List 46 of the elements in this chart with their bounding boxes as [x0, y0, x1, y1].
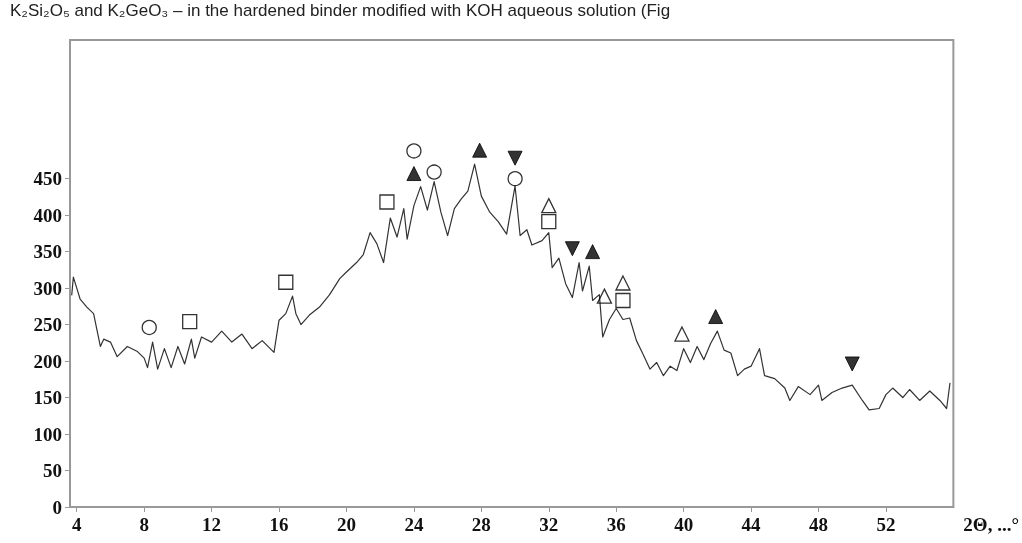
y-tick-label: 0	[52, 496, 62, 518]
x-tick-label: 28	[471, 514, 491, 535]
point	[615, 292, 631, 309]
point	[844, 356, 860, 372]
x-tick-label: 44	[741, 514, 762, 535]
x-tick-label: 32	[539, 514, 559, 535]
point	[541, 214, 557, 230]
x-tick-label: 16	[269, 514, 289, 535]
x-tick-label: 36	[606, 514, 626, 535]
x-tick-label: 8	[139, 514, 149, 535]
point	[564, 241, 580, 257]
x-tick-label: 48	[809, 514, 829, 535]
point	[379, 194, 395, 210]
text: K₂Si₂O₅ and K₂GeO₃ – in the hardened binder modified with KOH aqueous solution (Fig	[10, 1, 671, 20]
point	[541, 197, 557, 214]
y-tick-label: 300	[33, 277, 62, 299]
y-tick-label: 200	[33, 350, 62, 372]
line-series	[71, 163, 951, 411]
point	[585, 244, 601, 260]
point	[278, 274, 294, 290]
point	[406, 143, 422, 159]
x-tick-label: 4	[71, 514, 82, 535]
x-tick-label: 12	[202, 514, 222, 535]
x-tick-label: 24	[404, 514, 424, 535]
point	[708, 309, 724, 325]
y-tick-label: 250	[33, 314, 62, 336]
y-tick-label: 50	[43, 460, 62, 482]
point	[472, 142, 488, 158]
point	[596, 288, 613, 304]
point	[507, 170, 523, 187]
y-tick-label: 450	[33, 168, 62, 190]
x-tick-label: 20	[336, 514, 356, 535]
point	[426, 164, 442, 180]
y-tick-label: 400	[33, 204, 62, 226]
x-axis-title: 2Θ, ...°	[963, 514, 1020, 535]
y-tick-label: 100	[33, 423, 62, 445]
point	[141, 319, 157, 336]
point	[406, 166, 422, 182]
point	[507, 150, 523, 166]
y-tick-label: 150	[33, 387, 62, 409]
point	[182, 314, 198, 330]
y-tick-label: 350	[33, 241, 62, 263]
point	[674, 326, 690, 342]
x-tick-label: 52	[876, 514, 896, 535]
x-tick-label: 40	[674, 514, 694, 535]
point	[615, 275, 631, 291]
